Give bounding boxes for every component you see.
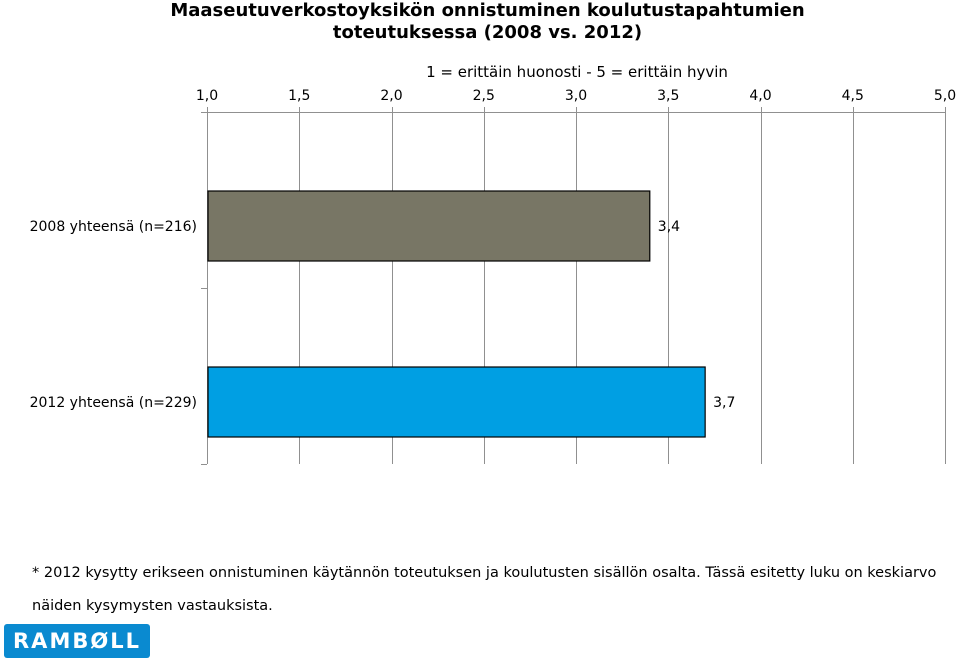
x-tick-label: 1,0 [196,88,218,104]
chart-title-line-1: Maaseutuverkostoyksikön onnistuminen kou… [170,0,805,21]
x-tick-label: 4,5 [842,88,864,104]
x-tick-label: 3,5 [657,88,679,104]
data-label: 3,7 [713,395,735,411]
chart-title-line-2: toteutuksessa (2008 vs. 2012) [332,22,643,43]
x-tick-label: 2,0 [380,88,402,104]
data-label: 3,4 [658,219,680,235]
chart-title: Maaseutuverkostoyksikön onnistuminen kou… [0,0,960,44]
x-tick-label: 5,0 [934,88,956,104]
bar [207,366,706,438]
x-tick-label: 2,5 [473,88,495,104]
x-tick-label: 1,5 [288,88,310,104]
x-tick-label: 3,0 [565,88,587,104]
bar [207,190,651,262]
ramboll-logo: RAMBØLL [4,624,150,658]
category-label: 2012 yhteensä (n=229) [30,395,197,411]
x-tick-label: 4,0 [749,88,771,104]
footnote: * 2012 kysytty erikseen onnistuminen käy… [32,565,937,614]
chart-subtitle: 1 = erittäin huonosti - 5 = erittäin hyv… [426,63,728,81]
category-label: 2008 yhteensä (n=216) [30,219,197,235]
